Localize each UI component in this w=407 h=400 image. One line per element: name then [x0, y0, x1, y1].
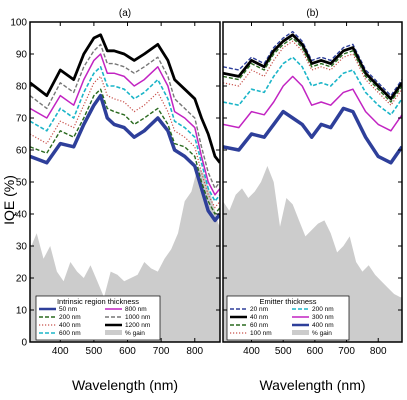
x-tick-label: 500	[86, 346, 103, 357]
series-line-4	[223, 56, 402, 116]
x-tick-label: 400	[243, 346, 260, 357]
legend-box	[35, 295, 161, 341]
legend-entry-label: 300 nm	[312, 314, 334, 321]
legend-entry-label: 400 nm	[59, 322, 81, 329]
legend-entry-label: 40 nm	[250, 314, 268, 321]
legend-entry-label: 200 nm	[312, 306, 334, 313]
panel-label: (b)	[306, 8, 318, 19]
x-axis-title: Wavelength (nm)	[72, 377, 178, 393]
y-tick-label: 0	[21, 338, 27, 349]
y-tick-label: 70	[16, 114, 28, 125]
legend-title: Intrinsic region thickness	[57, 297, 139, 306]
legend-entry-label: 200 nm	[59, 314, 81, 321]
y-tick-label: 20	[16, 274, 28, 285]
legend-box	[226, 295, 350, 341]
x-tick-label: 800	[370, 346, 387, 357]
series-line-1	[30, 88, 220, 215]
x-tick-label: 400	[52, 346, 69, 357]
legend-title: Emitter thickness	[259, 297, 316, 306]
legend-entry-label: % gain	[125, 330, 145, 337]
legend-entry-label: 600 nm	[59, 330, 81, 337]
y-tick-label: 10	[16, 306, 28, 317]
legend-entry-label: 50 nm	[59, 306, 77, 313]
series-line-2	[223, 37, 402, 103]
x-tick-label: 600	[119, 346, 136, 357]
y-tick-label: 90	[16, 50, 28, 61]
panel-b: 400 500 600 700 800 (b) Wavelength (nm) Emitter…	[222, 8, 403, 393]
y-tick-label: 30	[16, 242, 28, 253]
legend-entry-label: 400 nm	[312, 322, 334, 329]
series-line-5	[30, 43, 220, 190]
series-line-4	[30, 53, 220, 196]
legend-swatch-area	[292, 330, 309, 335]
y-tick-label: 80	[16, 82, 28, 93]
series-line-6	[30, 33, 220, 164]
series-line-0	[223, 30, 402, 97]
series-line-0	[30, 93, 220, 223]
legend-entry-label: 100 nm	[250, 330, 272, 337]
x-tick-label: 700	[338, 346, 355, 357]
legend-entry-label: 60 nm	[250, 322, 268, 329]
legend-entry-label: 1200 nm	[125, 322, 150, 329]
series-line-3	[30, 66, 220, 202]
y-tick-label: 60	[16, 146, 28, 157]
y-tick-label: 100	[10, 18, 27, 29]
x-tick-label: 500	[275, 346, 292, 357]
x-tick-label: 800	[186, 346, 203, 357]
series-line-6	[223, 106, 402, 165]
x-axis-title: Wavelength (nm)	[259, 377, 365, 393]
panel-a: 400 500 600 700 800 0 10 20 30 40 50 60 70 80 90 100 (a)…	[10, 8, 221, 393]
x-tick-label: 700	[153, 346, 170, 357]
legend-entry-label: 800 nm	[125, 306, 147, 313]
legend-entry-label: 20 nm	[250, 306, 268, 313]
series-line-2	[30, 75, 220, 209]
y-tick-label: 40	[16, 210, 28, 221]
legend-entry-label: 1000 nm	[125, 314, 150, 321]
panel-label: (a)	[119, 8, 131, 19]
legend-swatch-area	[105, 330, 122, 335]
y-tick-label: 50	[16, 178, 28, 189]
y-axis-title: IQE (%)	[1, 175, 17, 225]
series-line-3	[223, 40, 402, 106]
series-line-5	[223, 75, 402, 132]
series-line-1	[223, 33, 402, 101]
legend-entry-label: % gain	[312, 330, 332, 337]
x-tick-label: 600	[307, 346, 324, 357]
